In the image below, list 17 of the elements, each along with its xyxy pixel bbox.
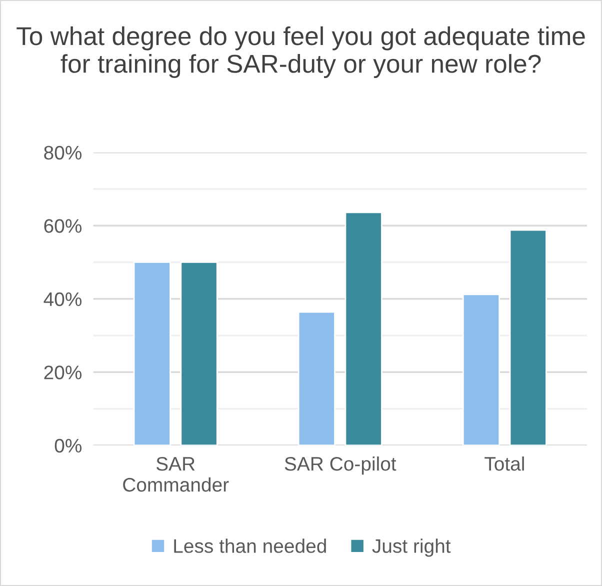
legend-label: Less than needed xyxy=(174,538,326,553)
bar xyxy=(133,262,171,446)
y-tick-label: 0% xyxy=(54,438,82,453)
x-tick-label: SAR Commander xyxy=(123,456,229,492)
x-tick-label: Total xyxy=(484,456,524,471)
bar xyxy=(344,212,382,446)
bar xyxy=(462,294,500,446)
y-tick-label: 20% xyxy=(44,366,82,380)
x-tick-label: SAR Co-pilot xyxy=(284,456,396,475)
legend-label: Just right xyxy=(372,538,451,557)
chart-title: To what degree do you feel you got adequate time for training for SAR-duty or your new role? xyxy=(16,26,585,78)
y-tick-label: 80% xyxy=(44,146,82,160)
bar xyxy=(180,262,218,446)
y-tick-label: 40% xyxy=(44,292,82,306)
bar xyxy=(298,311,336,446)
y-tick-label: 60% xyxy=(44,219,82,233)
bar xyxy=(509,229,547,446)
